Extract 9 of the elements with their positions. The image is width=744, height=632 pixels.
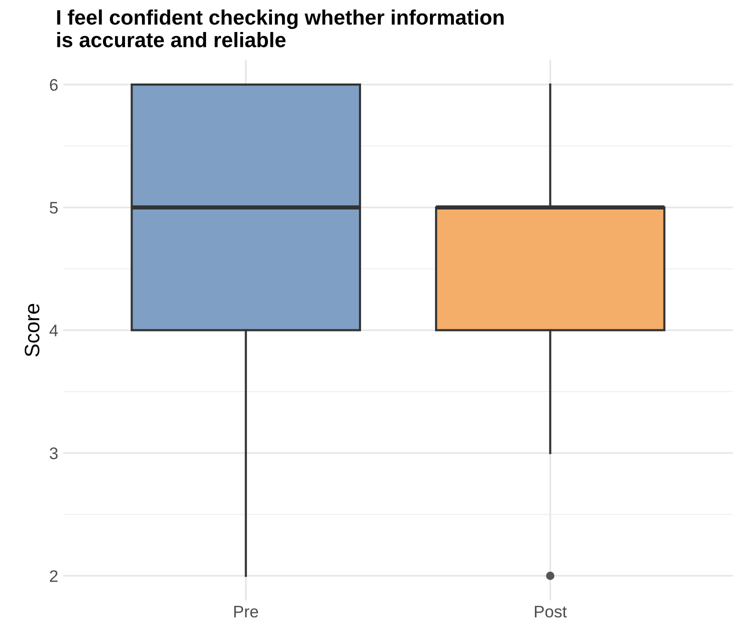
y-tick-label: 6 [50,79,58,91]
y-tick-label: 5 [50,202,58,214]
y-tick-label: 3 [50,447,58,460]
y-axis-title: Score [24,304,40,356]
y-tick-label: 4 [49,324,58,336]
x-tick-label: Pre [234,606,258,618]
x-tick-label: Post [534,606,567,618]
y-tick-label: 2 [50,570,58,582]
chart-title: I feel confident checking whether information is accurate and reliable [57,9,504,48]
